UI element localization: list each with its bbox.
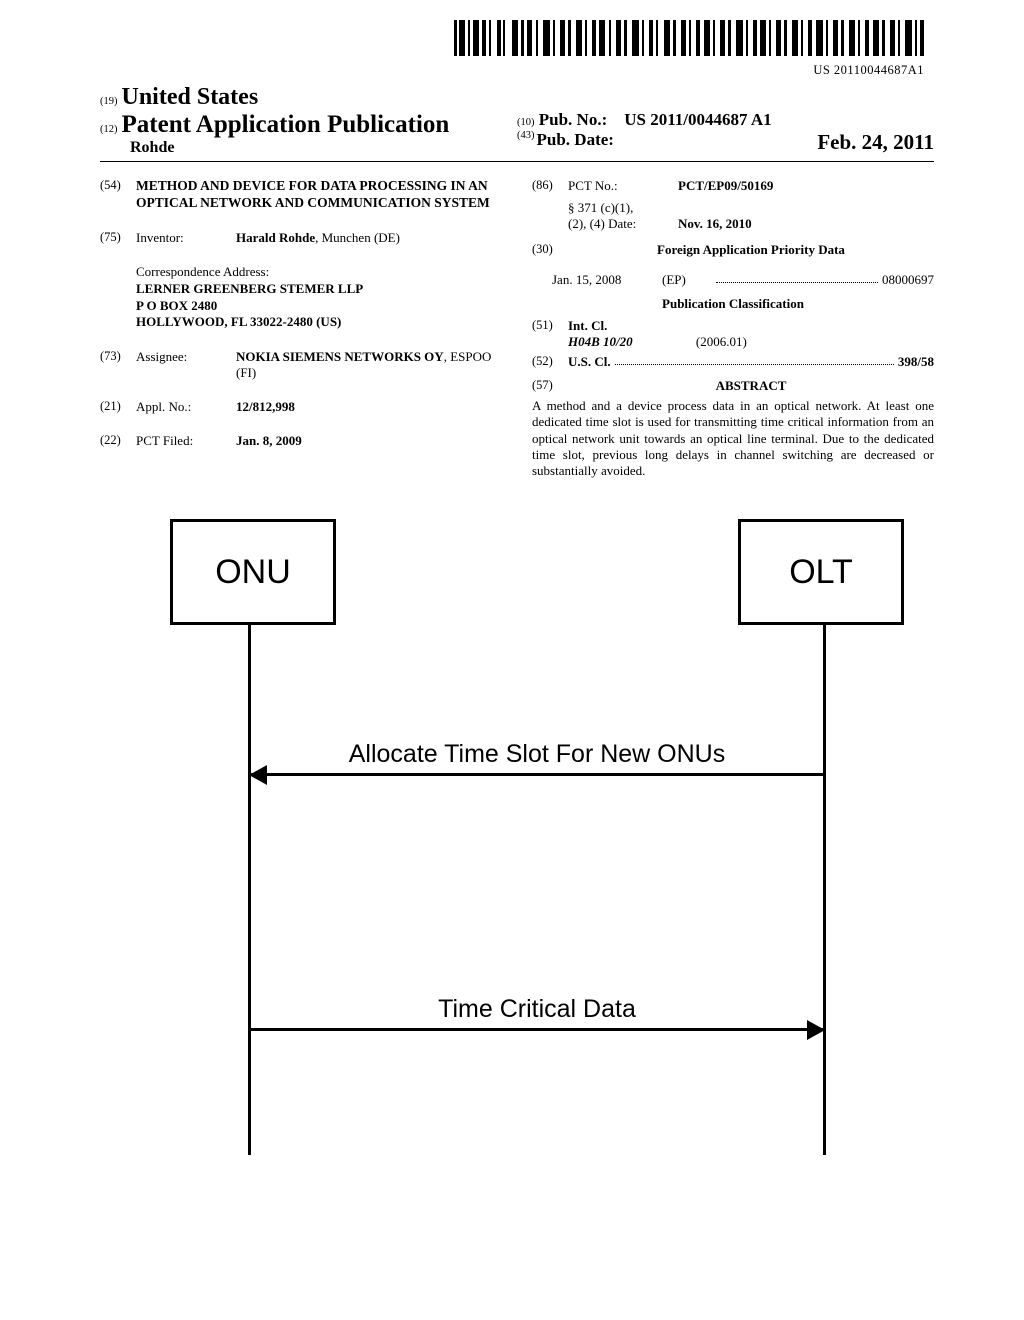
barcode-graphic — [454, 20, 924, 61]
barcode-number: US 20110044687A1 — [100, 63, 924, 78]
correspondence-address: Correspondence Address: LERNER GREENBERG… — [136, 264, 502, 332]
correspondence-line1: LERNER GREENBERG STEMER LLP — [136, 281, 502, 298]
intcl-label: Int. Cl. — [568, 318, 607, 334]
uscl-value: 398/58 — [898, 354, 934, 370]
priority-date: Jan. 15, 2008 — [532, 272, 662, 288]
doc-type: Patent Application Publication — [122, 111, 450, 138]
olt-lifeline — [823, 625, 826, 1155]
intcl-code: (51) — [532, 318, 568, 334]
arrow-left-icon — [251, 773, 823, 776]
pub-date-label: Pub. Date: — [537, 130, 614, 155]
pub-no: US 2011/0044687 A1 — [624, 110, 771, 129]
correspondence-line3: HOLLYWOOD, FL 33022-2480 (US) — [136, 314, 502, 331]
doc-type-code: (12) — [100, 124, 118, 135]
pub-date: Feb. 24, 2011 — [817, 130, 934, 155]
author-surname: Rohde — [100, 139, 517, 157]
intcl-year: (2006.01) — [696, 334, 747, 349]
message-label: Time Critical Data — [251, 995, 823, 1024]
message-allocate: Allocate Time Slot For New ONUs — [251, 740, 823, 776]
s371-date: Nov. 16, 2010 — [678, 216, 934, 232]
sequence-diagram: ONU OLT Allocate Time Slot For New ONUs … — [160, 519, 914, 1155]
intcl-value: H04B 10/20 — [568, 334, 633, 349]
onu-lifeline — [248, 625, 251, 1155]
pub-no-code: (10) — [517, 117, 535, 128]
s371-label2: (2), (4) Date: — [568, 216, 678, 232]
foreign-code: (30) — [532, 242, 568, 266]
abstract-text: A method and a device process data in an… — [532, 398, 934, 479]
s371-label1: § 371 (c)(1), — [568, 200, 678, 216]
pct-no-label: PCT No.: — [568, 178, 678, 194]
abstract-header: ABSTRACT — [568, 378, 934, 394]
priority-row: Jan. 15, 2008 (EP) 08000697 — [532, 272, 934, 288]
dotted-leader — [716, 272, 878, 283]
inventor-location: , Munchen (DE) — [315, 230, 400, 245]
bibliographic-section: (54) METHOD AND DEVICE FOR DATA PROCESSI… — [100, 178, 934, 479]
pub-date-code: (43) — [517, 130, 535, 155]
jurisdiction-code: (19) — [100, 96, 118, 107]
pct-no-code: (86) — [532, 178, 568, 194]
correspondence-line2: P O BOX 2480 — [136, 298, 502, 315]
right-column: (86) PCT No.: PCT/EP09/50169 § 371 (c)(1… — [532, 178, 934, 479]
title-code: (54) — [100, 178, 136, 212]
onu-box: ONU — [170, 519, 336, 625]
jurisdiction: United States — [122, 84, 259, 110]
uscl-label: U.S. Cl. — [568, 354, 611, 370]
pct-filed-label: PCT Filed: — [136, 433, 236, 449]
pct-filed-code: (22) — [100, 433, 136, 449]
assignee-name: NOKIA SIEMENS NETWORKS OY — [236, 349, 444, 364]
correspondence-label: Correspondence Address: — [136, 264, 502, 281]
appl-number: 12/812,998 — [236, 399, 502, 415]
arrow-right-icon — [251, 1028, 823, 1031]
abstract-code: (57) — [532, 378, 568, 394]
pub-no-label: Pub. No.: — [539, 110, 607, 129]
barcode-region: US 20110044687A1 — [100, 20, 924, 78]
appl-label: Appl. No.: — [136, 399, 236, 415]
invention-title: METHOD AND DEVICE FOR DATA PROCESSING IN… — [136, 178, 502, 212]
pct-filed-date: Jan. 8, 2009 — [236, 433, 502, 449]
inventor-code: (75) — [100, 230, 136, 246]
pub-classification-header: Publication Classification — [532, 296, 934, 312]
left-column: (54) METHOD AND DEVICE FOR DATA PROCESSI… — [100, 178, 502, 479]
pct-no: PCT/EP09/50169 — [678, 178, 934, 194]
message-label: Allocate Time Slot For New ONUs — [251, 740, 823, 769]
foreign-priority-header: Foreign Application Priority Data — [568, 242, 934, 258]
appl-code: (21) — [100, 399, 136, 415]
olt-box: OLT — [738, 519, 904, 625]
assignee-label: Assignee: — [136, 349, 236, 381]
uscl-code: (52) — [532, 354, 568, 370]
message-time-critical: Time Critical Data — [251, 995, 823, 1031]
document-header: (19) United States (12) Patent Applicati… — [100, 84, 934, 162]
priority-country: (EP) — [662, 272, 712, 288]
assignee-code: (73) — [100, 349, 136, 381]
inventor-name: Harald Rohde — [236, 230, 315, 245]
dotted-leader — [615, 354, 894, 365]
inventor-label: Inventor: — [136, 230, 236, 246]
priority-app-number: 08000697 — [882, 272, 934, 288]
